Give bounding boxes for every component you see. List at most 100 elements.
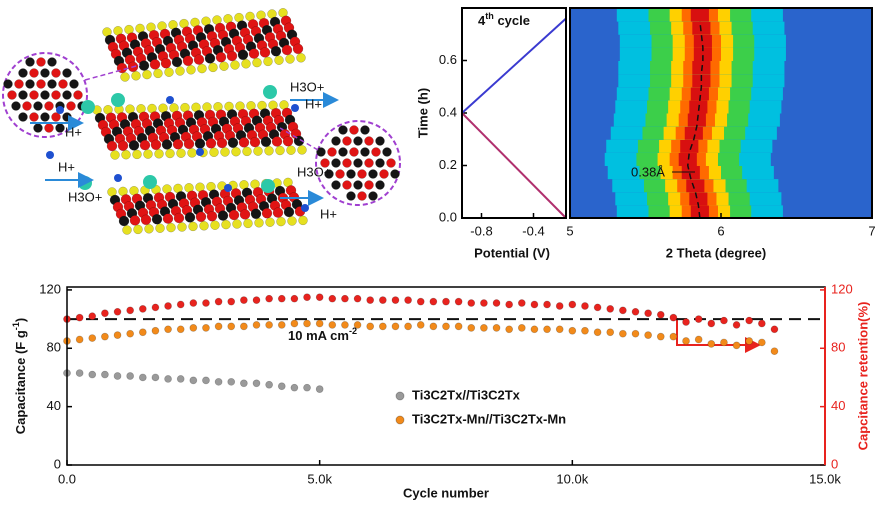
heatmap-row — [570, 191, 872, 206]
point — [353, 321, 362, 329]
illustration: H3O+ H+ H+ H+ H3O+ H3O+ H+ — [2, 8, 401, 235]
atom — [51, 68, 61, 78]
atom — [188, 221, 198, 232]
x-axis-label: Cycle number — [403, 485, 489, 500]
point — [227, 297, 236, 306]
heat-band — [680, 139, 699, 153]
atom — [379, 169, 389, 179]
atom — [287, 216, 297, 226]
point — [757, 338, 766, 347]
point — [75, 313, 84, 322]
atom — [271, 136, 283, 147]
point — [543, 325, 551, 334]
point — [189, 299, 198, 307]
point — [770, 325, 779, 334]
point — [227, 322, 236, 331]
point — [480, 324, 488, 332]
point — [277, 382, 286, 391]
atom — [18, 68, 28, 78]
atom — [357, 191, 367, 201]
point — [101, 309, 109, 318]
atom — [371, 147, 381, 157]
atom — [238, 137, 250, 148]
x-tick-label: 6 — [717, 223, 724, 238]
heatmap-row — [570, 204, 872, 218]
atom — [275, 145, 285, 156]
point — [530, 325, 539, 334]
atom — [239, 209, 251, 220]
atom — [276, 216, 286, 227]
atom — [133, 224, 143, 235]
dash-link — [84, 64, 141, 81]
atom — [375, 136, 385, 146]
atom — [320, 158, 330, 168]
atom — [254, 218, 264, 228]
atom — [220, 147, 230, 157]
atom — [18, 112, 28, 122]
atom — [349, 125, 359, 135]
atom — [357, 169, 367, 179]
atom — [173, 212, 185, 224]
atom — [161, 139, 173, 150]
atom — [250, 208, 262, 220]
atom — [360, 125, 370, 135]
point — [214, 322, 223, 331]
proton — [166, 96, 174, 104]
atom — [204, 53, 216, 64]
proton — [56, 106, 64, 114]
atom — [175, 66, 185, 76]
point — [189, 376, 198, 385]
point — [328, 294, 337, 303]
point — [138, 305, 147, 313]
x-tick-label: -0.4 — [522, 223, 544, 238]
point — [429, 297, 438, 306]
point — [176, 325, 185, 334]
atom — [194, 138, 206, 149]
heatmap-row — [570, 139, 872, 153]
point — [442, 297, 450, 306]
point — [669, 332, 678, 341]
y-tick-label: 120 — [39, 281, 61, 296]
point — [720, 316, 728, 325]
atom — [36, 79, 46, 89]
atom — [144, 224, 154, 234]
legend-label: Ti3C2Tx-Mn//Ti3C2Tx-Mn — [412, 411, 566, 426]
heat-band — [690, 204, 709, 218]
annotation-part: -2 — [349, 326, 357, 336]
point — [176, 300, 185, 309]
point — [707, 340, 716, 348]
point — [454, 297, 463, 306]
point — [277, 321, 286, 329]
point — [770, 347, 779, 356]
point — [757, 319, 766, 328]
atom — [177, 222, 187, 232]
y-axis-label-part: ) — [13, 318, 28, 322]
y-tick-label: 80 — [47, 340, 61, 355]
point — [732, 341, 741, 350]
legend-marker — [395, 415, 405, 425]
heat-band — [686, 178, 705, 193]
atom — [73, 90, 83, 100]
ion — [81, 100, 95, 114]
atom — [129, 215, 141, 226]
y-tick-label: 0.6 — [439, 52, 457, 67]
point — [555, 302, 564, 310]
atom — [3, 79, 13, 89]
point — [290, 294, 299, 303]
atom — [120, 72, 130, 82]
point — [303, 383, 311, 392]
point — [290, 319, 299, 328]
atom — [324, 169, 334, 179]
atom — [360, 147, 370, 157]
point — [151, 326, 160, 335]
atom — [33, 101, 43, 111]
atom — [331, 180, 341, 190]
atom — [260, 136, 272, 148]
atom — [172, 138, 184, 150]
atom — [272, 207, 284, 218]
y2-tick-label: 40 — [831, 398, 845, 413]
dash-link — [279, 127, 319, 151]
ion — [263, 85, 277, 99]
y2-tick-label: 80 — [831, 340, 845, 355]
point — [619, 306, 627, 315]
